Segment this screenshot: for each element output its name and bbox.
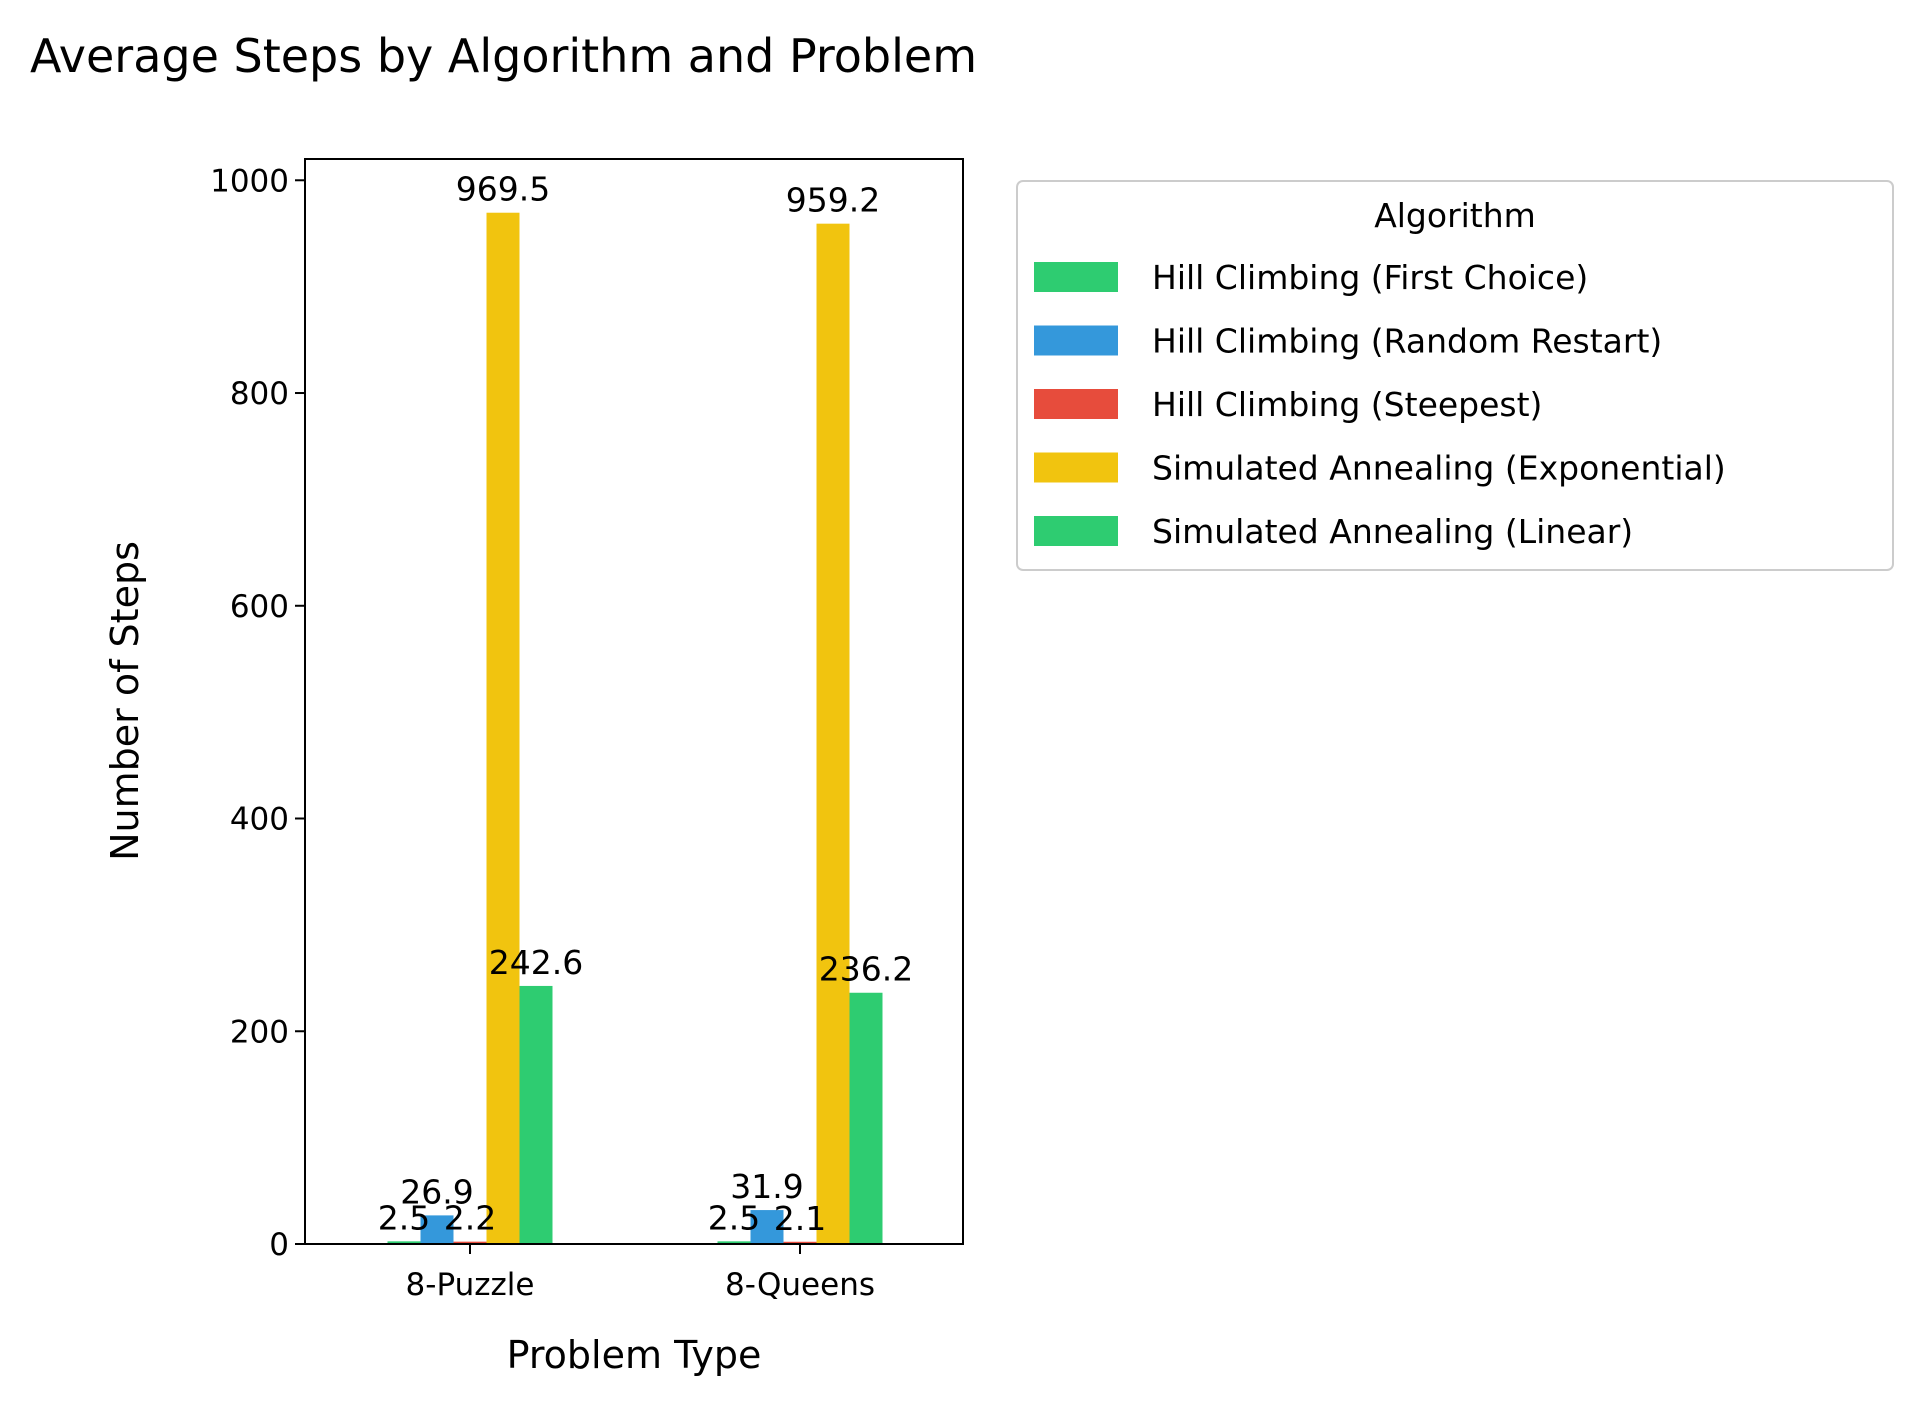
legend-title: Algorithm [1374, 196, 1536, 235]
data-label: 2.5 [708, 1198, 760, 1237]
data-label: 2.5 [378, 1198, 430, 1237]
y-tick-label: 1000 [210, 163, 289, 199]
x-tick-label: 8-Queens [725, 1267, 875, 1303]
data-label: 969.5 [456, 170, 550, 209]
bar [519, 985, 553, 1244]
y-tick-label: 400 [230, 802, 289, 838]
legend-swatch [1034, 262, 1118, 292]
y-axis: 0 200 400 600 800 1000 [210, 163, 305, 1263]
bar [750, 1210, 784, 1244]
y-tick-label: 800 [230, 376, 289, 412]
legend-label: Hill Climbing (First Choice) [1152, 258, 1588, 297]
bar [420, 1215, 454, 1244]
y-tick-label: 200 [230, 1014, 289, 1050]
legend-label: Hill Climbing (Steepest) [1152, 385, 1542, 424]
data-label: 31.9 [730, 1167, 803, 1206]
legend: Algorithm Hill Climbing (First Choice)Hi… [1016, 180, 1894, 571]
legend-label: Simulated Annealing (Exponential) [1152, 449, 1726, 488]
legend-items: Hill Climbing (First Choice) Hill Climbin… [1034, 258, 1726, 551]
bar [849, 992, 883, 1244]
x-axis: 8-Puzzle 8-Queens [406, 1244, 875, 1303]
legend-swatch [1034, 389, 1118, 419]
y-axis-label: Number of Steps [103, 541, 147, 861]
bar [783, 1241, 817, 1244]
bars-group [387, 212, 883, 1245]
data-label: 2.2 [444, 1199, 496, 1238]
y-tick-label: 0 [269, 1227, 289, 1263]
chart-title: Average Steps by Algorithm and Problem [30, 29, 977, 83]
y-tick-label: 600 [230, 589, 289, 625]
bar [453, 1241, 487, 1244]
legend-label: Simulated Annealing (Linear) [1152, 512, 1633, 551]
bar [816, 223, 850, 1245]
bar [387, 1241, 421, 1244]
data-label: 242.6 [489, 943, 583, 982]
x-axis-label: Problem Type [507, 1333, 762, 1377]
bar [717, 1241, 751, 1244]
data-label: 2.1 [774, 1199, 826, 1238]
legend-swatch [1034, 516, 1118, 546]
legend-label: Hill Climbing (Random Restart) [1152, 322, 1662, 361]
x-tick-label: 8-Puzzle [406, 1267, 535, 1303]
data-label: 26.9 [400, 1172, 473, 1211]
legend-swatch [1034, 325, 1118, 356]
data-label: 959.2 [786, 181, 880, 220]
legend-frame [1016, 180, 1894, 571]
plot-frame [304, 158, 964, 1245]
legend-swatch [1034, 452, 1118, 483]
data-label: 236.2 [819, 950, 913, 989]
bar [486, 212, 520, 1244]
